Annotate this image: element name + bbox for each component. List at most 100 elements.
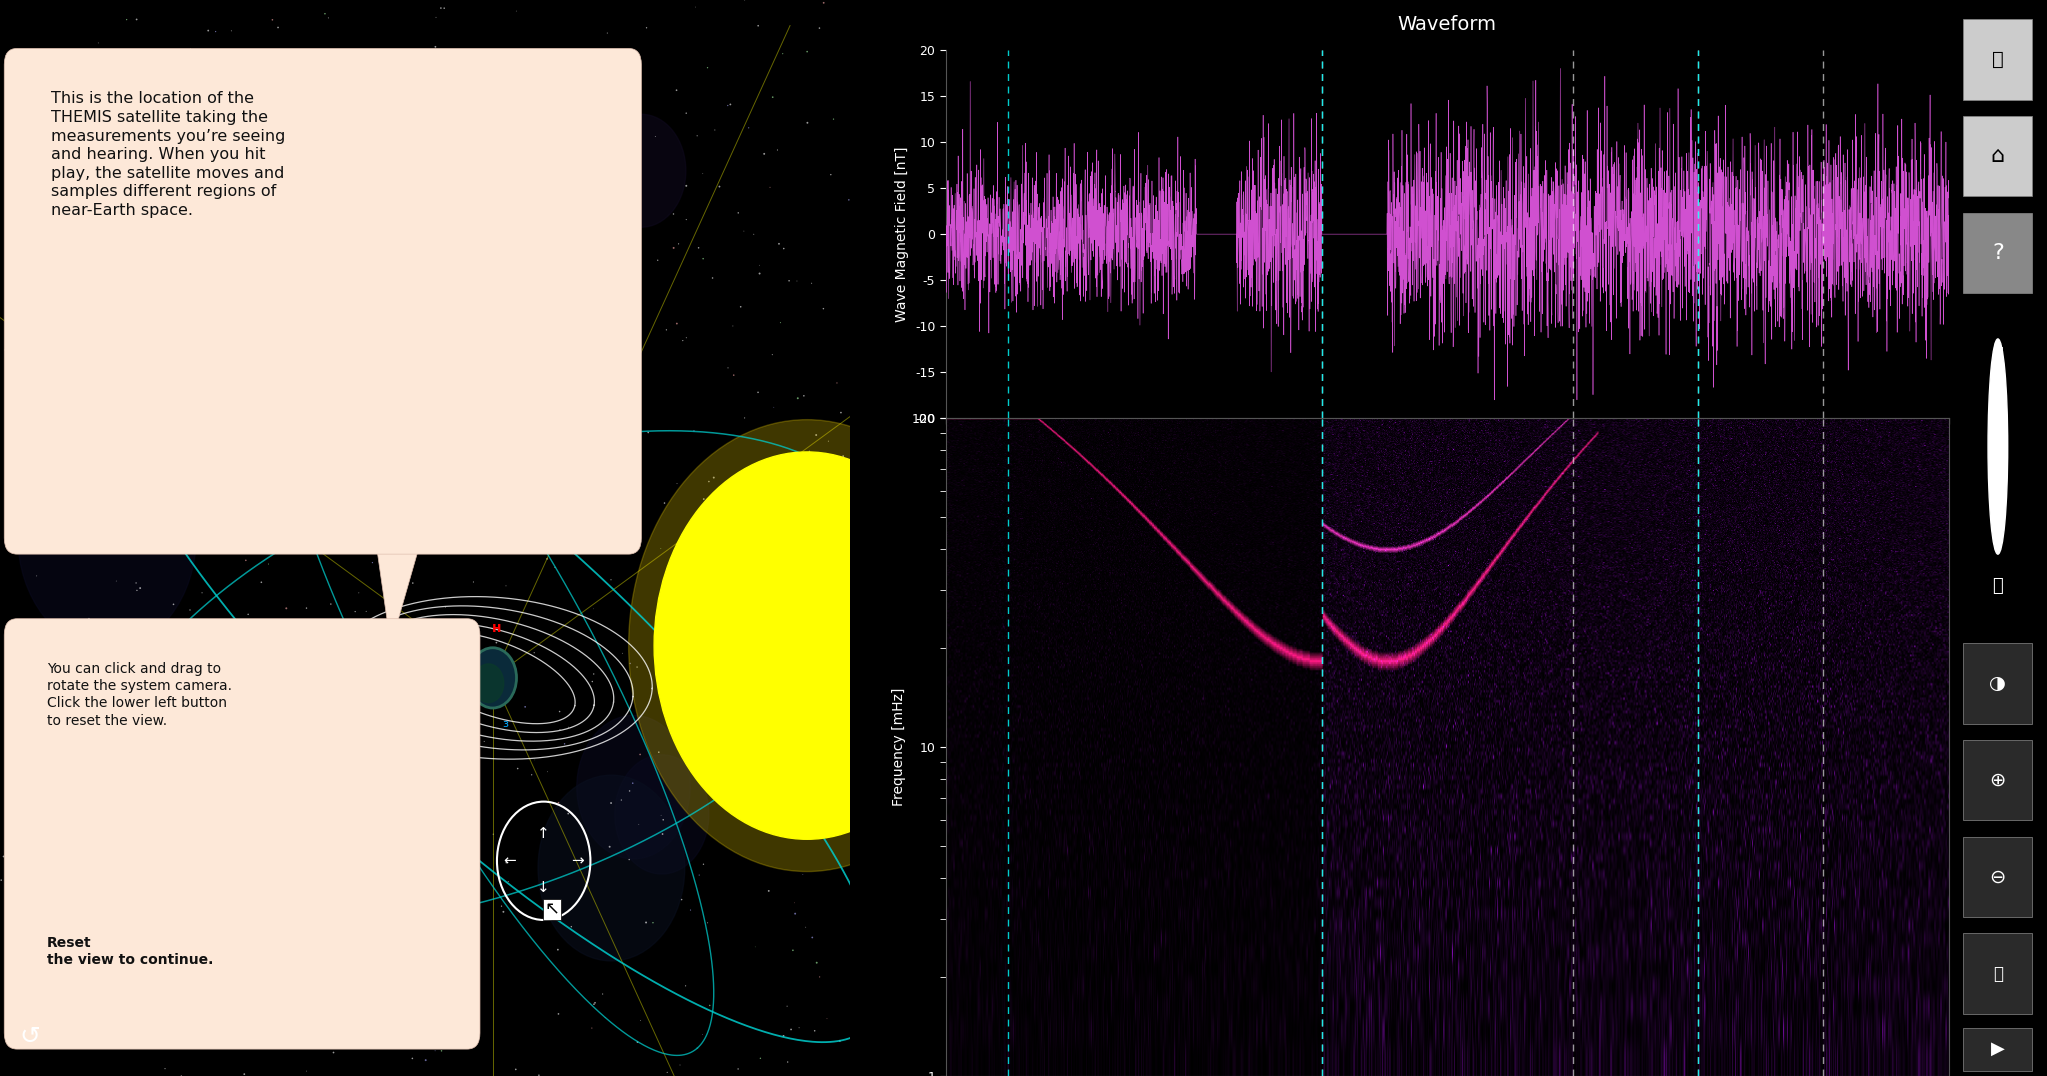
- Point: [516, 766, 549, 783]
- Point: [0, 210, 25, 227]
- Point: [76, 797, 108, 815]
- Point: [510, 698, 542, 716]
- Point: [520, 480, 553, 497]
- Circle shape: [614, 754, 708, 874]
- Point: [121, 11, 154, 28]
- Point: [14, 114, 47, 131]
- Point: [291, 915, 323, 932]
- Point: [78, 94, 111, 111]
- Point: [94, 943, 127, 960]
- Point: [651, 1064, 684, 1076]
- Point: [51, 451, 84, 468]
- Point: [201, 750, 233, 767]
- Point: [188, 186, 221, 203]
- Point: [745, 811, 778, 829]
- Point: [121, 929, 154, 946]
- Point: [127, 625, 160, 642]
- Point: [108, 613, 141, 631]
- Point: [495, 87, 528, 104]
- Point: [395, 1050, 428, 1067]
- Point: [0, 341, 20, 358]
- Point: [405, 353, 438, 370]
- Point: [111, 382, 143, 399]
- Point: [669, 211, 702, 228]
- Point: [174, 40, 207, 57]
- Point: [70, 973, 102, 990]
- Point: [716, 367, 749, 384]
- Point: [747, 145, 780, 162]
- Point: [4, 334, 37, 351]
- Point: [403, 48, 436, 66]
- Point: [428, 172, 461, 189]
- Circle shape: [655, 452, 960, 839]
- Point: [123, 580, 156, 597]
- Point: [319, 253, 352, 270]
- Point: [702, 178, 735, 195]
- Point: [20, 567, 53, 584]
- Polygon shape: [375, 527, 426, 646]
- Point: [782, 1019, 815, 1036]
- Point: [692, 473, 725, 491]
- Point: [561, 237, 594, 254]
- Point: [160, 457, 192, 475]
- Point: [487, 669, 520, 686]
- Point: [309, 5, 342, 23]
- Point: [321, 429, 354, 447]
- Point: [285, 453, 317, 470]
- Point: [192, 781, 225, 798]
- Point: [825, 404, 858, 421]
- Point: [182, 668, 215, 685]
- Point: [612, 486, 645, 504]
- Point: [428, 0, 461, 17]
- Point: [442, 203, 475, 221]
- Point: [741, 384, 774, 401]
- Point: [753, 882, 786, 900]
- Point: [197, 619, 229, 636]
- Text: ◑: ◑: [1990, 674, 2006, 693]
- Point: [307, 877, 340, 894]
- Point: [778, 894, 811, 911]
- Point: [518, 751, 551, 768]
- Text: ⤢: ⤢: [1992, 49, 2004, 69]
- Point: [704, 592, 737, 609]
- Point: [250, 208, 282, 225]
- Point: [651, 322, 684, 339]
- Point: [450, 992, 483, 1009]
- FancyBboxPatch shape: [1963, 740, 2033, 820]
- Point: [510, 364, 542, 381]
- Point: [491, 873, 524, 890]
- Point: [692, 59, 725, 76]
- Point: [143, 187, 176, 204]
- Point: [590, 229, 622, 246]
- Point: [80, 450, 113, 467]
- Point: [47, 159, 80, 176]
- Point: [725, 782, 757, 799]
- Point: [100, 572, 133, 590]
- Point: [821, 374, 854, 392]
- Point: [461, 472, 493, 490]
- Point: [790, 114, 823, 131]
- Point: [397, 112, 430, 129]
- Text: ←: ←: [504, 853, 516, 868]
- Point: [442, 182, 475, 199]
- Point: [690, 680, 723, 697]
- Point: [409, 690, 442, 707]
- Point: [342, 535, 375, 552]
- Point: [0, 789, 23, 806]
- Point: [37, 245, 70, 263]
- Point: [282, 656, 315, 674]
- Point: [497, 155, 530, 172]
- Point: [368, 198, 401, 215]
- Point: [813, 433, 845, 450]
- Point: [315, 595, 348, 612]
- Point: [542, 1005, 575, 1022]
- Point: [76, 357, 108, 374]
- Point: [35, 510, 68, 527]
- Point: [219, 706, 252, 723]
- Point: [448, 362, 481, 379]
- Point: [784, 745, 817, 762]
- Circle shape: [538, 775, 686, 961]
- Point: [0, 241, 29, 258]
- Point: [430, 386, 463, 404]
- Point: [786, 866, 819, 883]
